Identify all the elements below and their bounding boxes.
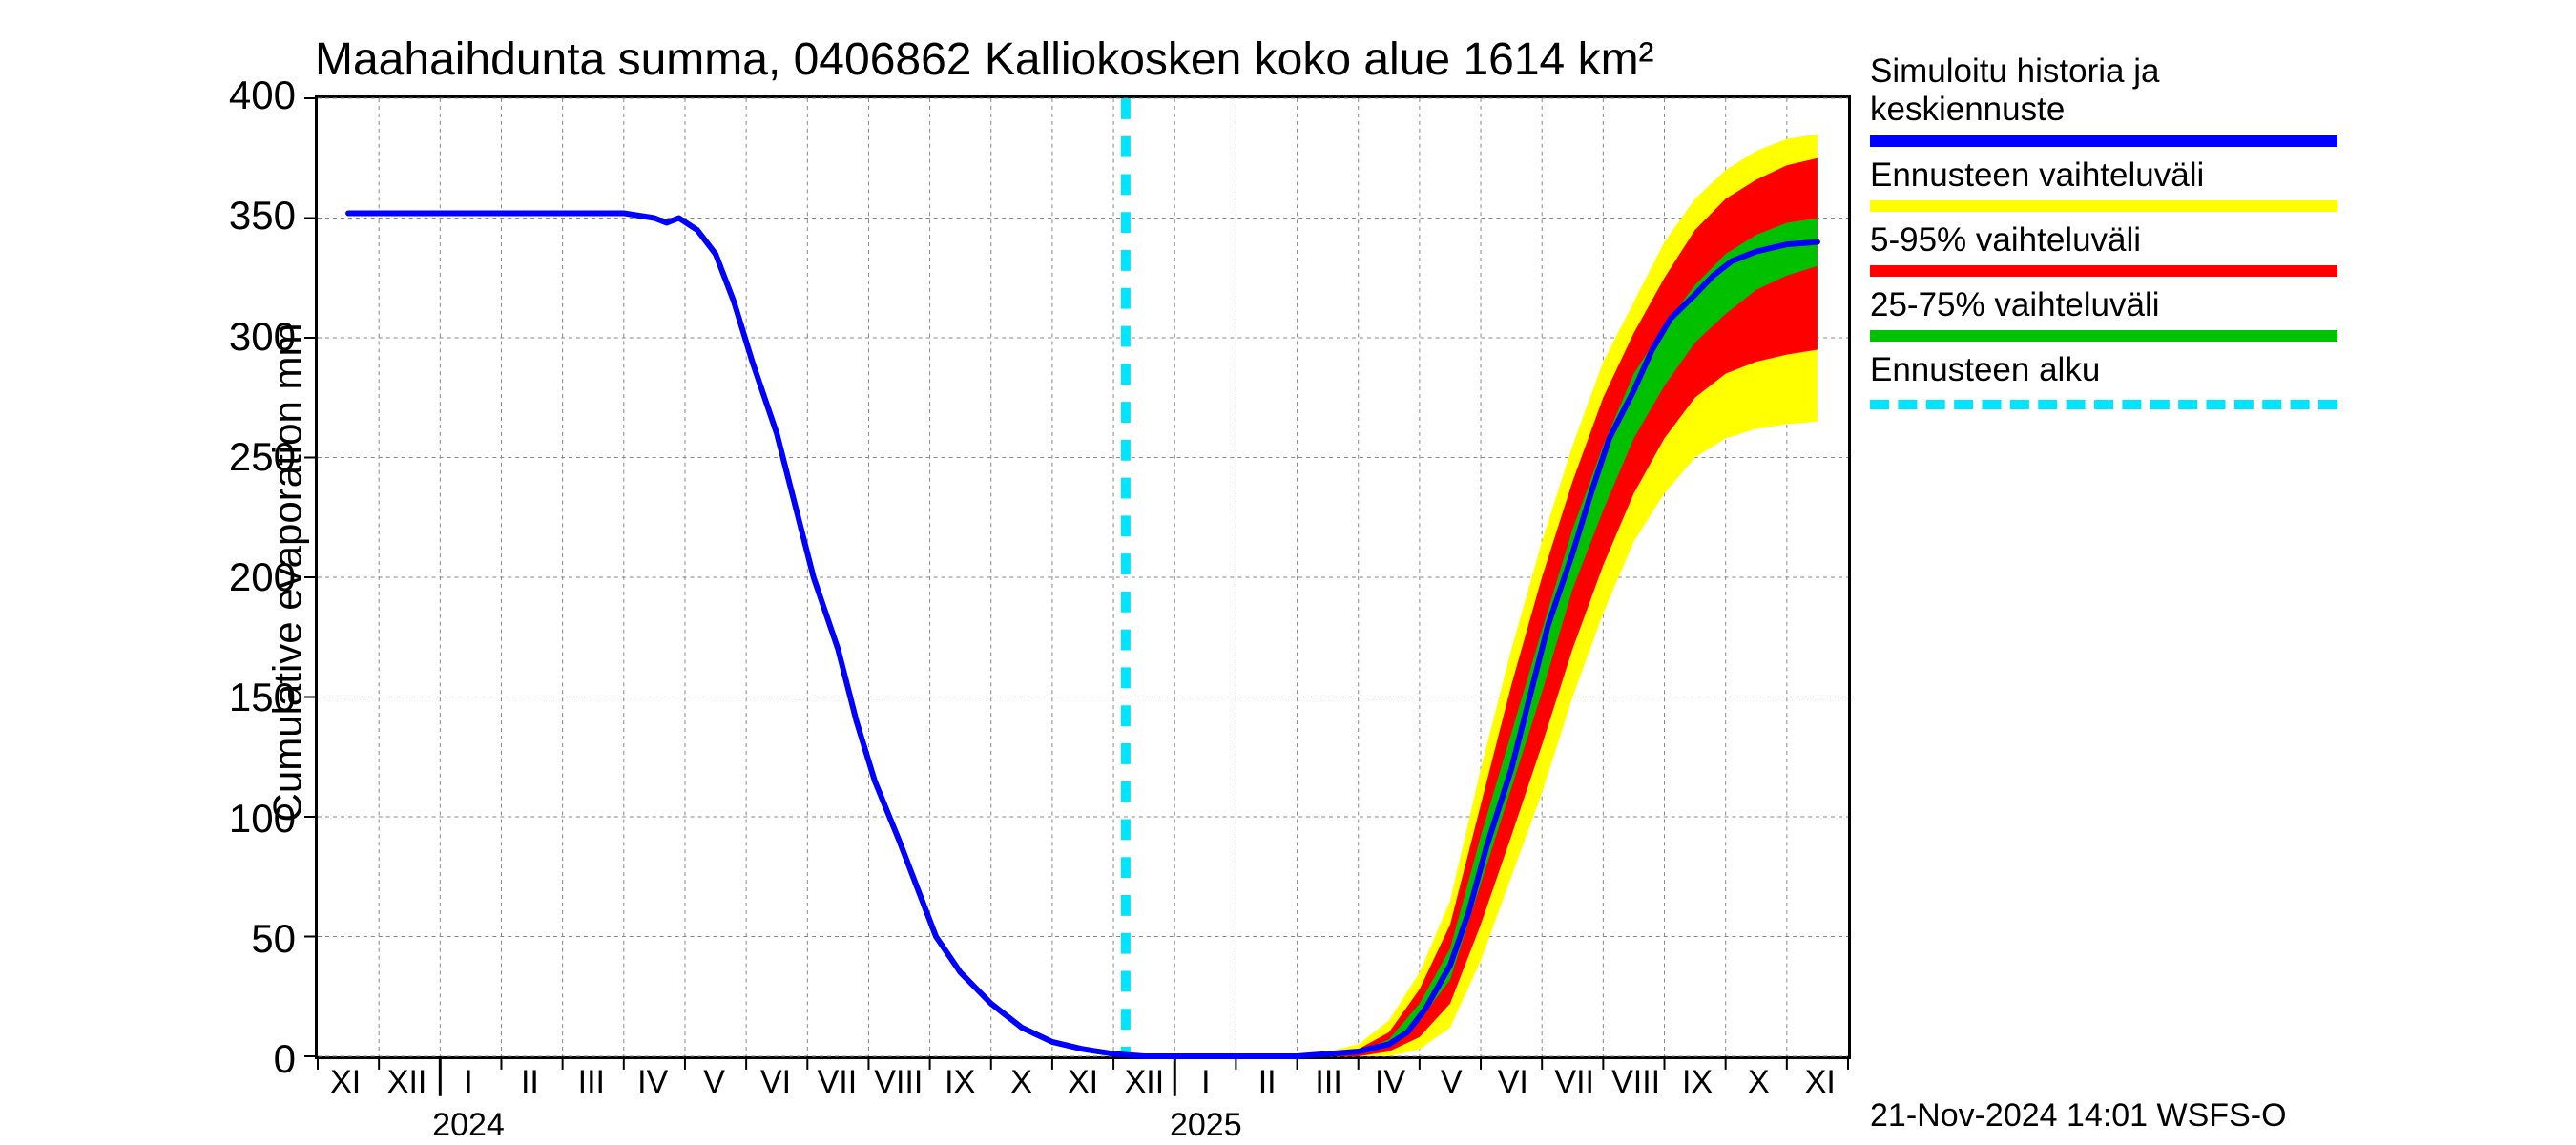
legend-entry: Ennusteen alku: [1870, 351, 2557, 408]
x-tick-label: XI: [330, 1064, 361, 1101]
legend-label: Ennusteen vaihteluväli: [1870, 156, 2557, 195]
x-tick-label: VII: [1554, 1064, 1594, 1101]
chart-title: Maahaihdunta summa, 0406862 Kalliokosken…: [315, 33, 1654, 86]
x-tick-label: XI: [1068, 1064, 1098, 1101]
legend-swatch: [1870, 200, 2337, 212]
legend-swatch: [1870, 400, 2337, 409]
legend-label: Simuloitu historia ja keskiennuste: [1870, 52, 2557, 130]
y-tick-label: 350: [229, 193, 296, 239]
x-tick-label: XII: [1125, 1064, 1165, 1101]
x-tick-label: VII: [818, 1064, 858, 1101]
x-tick-label: IX: [945, 1064, 975, 1101]
x-tick-label: VI: [760, 1064, 791, 1101]
x-tick-label: V: [1441, 1064, 1463, 1101]
y-tick-label: 50: [251, 916, 296, 962]
legend-swatch: [1870, 330, 2337, 342]
legend-label: 5-95% vaihteluväli: [1870, 221, 2557, 260]
chart-container: Maahaihdunta summa, 0406862 Kalliokosken…: [0, 0, 2576, 1145]
x-tick-label: III: [1315, 1064, 1341, 1101]
x-tick-label: XII: [387, 1064, 427, 1101]
legend: Simuloitu historia ja keskiennuste Ennust…: [1870, 52, 2557, 419]
legend-entry: Ennusteen vaihteluväli: [1870, 156, 2557, 212]
legend-swatch: [1870, 265, 2337, 277]
x-tick-label: II: [521, 1064, 539, 1101]
x-tick-label: VI: [1498, 1064, 1528, 1101]
x-tick-label: I: [1201, 1064, 1210, 1101]
x-tick-label: IV: [637, 1064, 668, 1101]
plot-svg: [318, 98, 1848, 1056]
x-tick-label: V: [703, 1064, 725, 1101]
legend-entry: 5-95% vaihteluväli: [1870, 221, 2557, 277]
x-tick-label: III: [578, 1064, 605, 1101]
x-tick-label: XI: [1805, 1064, 1836, 1101]
legend-swatch: [1870, 135, 2337, 147]
legend-entry: Simuloitu historia ja keskiennuste: [1870, 52, 2557, 147]
plot-area: [315, 95, 1851, 1059]
x-tick-label: II: [1258, 1064, 1277, 1101]
y-tick-label: 250: [229, 434, 296, 480]
x-tick-label: I: [464, 1064, 472, 1101]
legend-label: 25-75% vaihteluväli: [1870, 286, 2557, 324]
x-tick-label: VIII: [1611, 1064, 1660, 1101]
x-tick-label: IV: [1375, 1064, 1405, 1101]
y-tick-label: 300: [229, 314, 296, 360]
y-tick-label: 100: [229, 796, 296, 842]
x-year-label: 2025: [1170, 1107, 1242, 1144]
x-year-label: 2024: [432, 1107, 505, 1144]
y-tick-label: 400: [229, 73, 296, 118]
x-tick-label: IX: [1682, 1064, 1713, 1101]
legend-label: Ennusteen alku: [1870, 351, 2557, 389]
legend-entry: 25-75% vaihteluväli: [1870, 286, 2557, 342]
y-tick-label: 150: [229, 675, 296, 720]
y-tick-label: 0: [274, 1036, 296, 1082]
x-tick-label: X: [1748, 1064, 1770, 1101]
x-tick-label: X: [1010, 1064, 1032, 1101]
footer-timestamp: 21-Nov-2024 14:01 WSFS-O: [1870, 1097, 2287, 1135]
x-tick-label: VIII: [874, 1064, 923, 1101]
y-tick-label: 200: [229, 554, 296, 600]
